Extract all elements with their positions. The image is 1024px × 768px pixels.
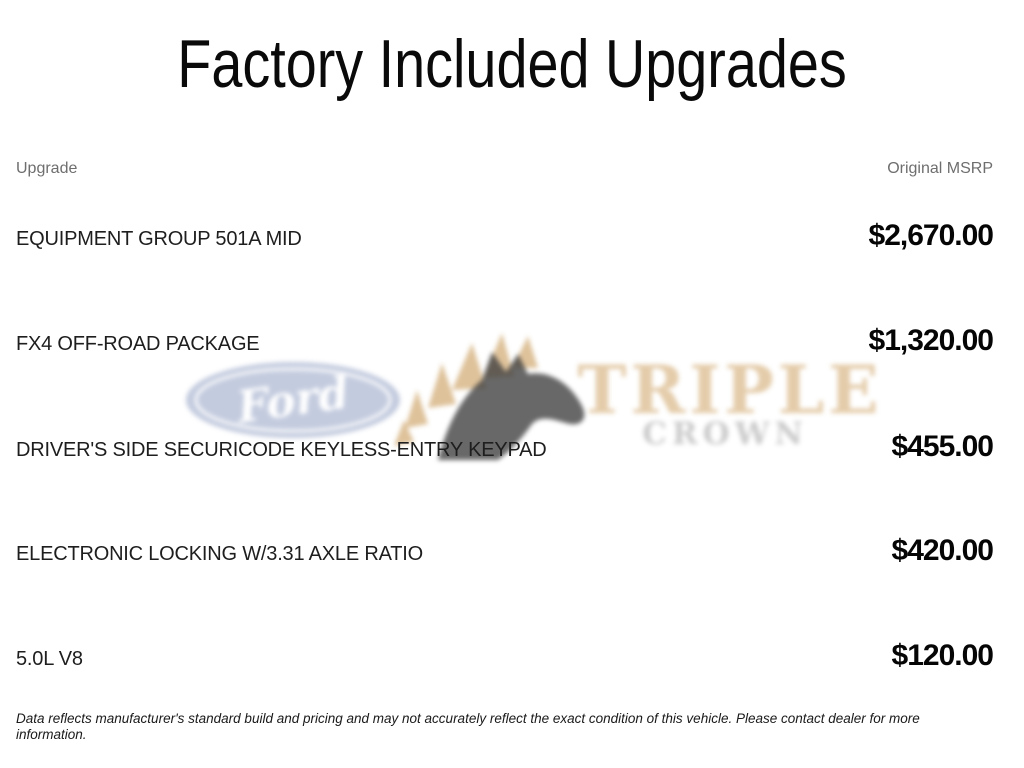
upgrade-name: ELECTRONIC LOCKING W/3.31 AXLE RATIO [16,543,423,565]
table-row: DRIVER'S SIDE SECURICODE KEYLESS-ENTRY K… [16,430,994,467]
upgrade-msrp: $2,670.00 [868,219,994,252]
upgrade-msrp: $1,320.00 [868,324,994,357]
table-row: 5.0L V8 $120.00 [16,639,994,676]
dealer-name-triple: TRIPLE [577,351,880,429]
ford-script-text: Ford [232,367,352,433]
upgrade-msrp: $120.00 [891,639,994,672]
table-row: FX4 OFF-ROAD PACKAGE $1,320.00 [16,324,994,361]
table-column-headers: Upgrade Original MSRP [16,159,993,178]
disclaimer-text: Data reflects manufacturer's standard bu… [16,711,920,742]
page-title: Factory Included Upgrades [177,26,847,102]
upgrade-msrp: $420.00 [891,534,994,567]
ford-logo-icon: Ford [186,362,400,438]
upgrade-name: FX4 OFF-ROAD PACKAGE [16,333,260,355]
table-row: ELECTRONIC LOCKING W/3.31 AXLE RATIO $42… [16,534,994,571]
column-header-msrp: Original MSRP [887,160,993,177]
upgrade-name: 5.0L V8 [16,648,83,670]
table-row: EQUIPMENT GROUP 501A MID $2,670.00 [16,219,994,256]
column-header-upgrade: Upgrade [16,160,78,177]
upgrade-name: DRIVER'S SIDE SECURICODE KEYLESS-ENTRY K… [16,439,547,461]
upgrade-msrp: $455.00 [891,430,994,463]
upgrade-name: EQUIPMENT GROUP 501A MID [16,228,302,250]
